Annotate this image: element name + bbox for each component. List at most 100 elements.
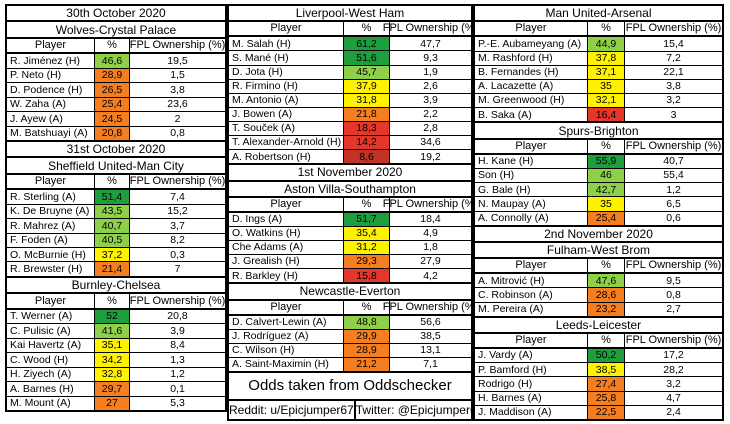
goal-probability-cell: 28,6: [587, 288, 624, 302]
player-name: Son (H): [478, 169, 515, 182]
ownership-column-header: FPL Ownership (%): [382, 197, 479, 211]
goal-probability-cell: 32,1: [587, 94, 624, 108]
ownership-cell: 8,4: [129, 338, 225, 353]
percent-column-header: %: [587, 139, 624, 153]
player-name: D. Calvert-Lewin (A): [232, 315, 327, 328]
player-name: T. Alexander-Arnold (H): [232, 136, 342, 149]
player-row: H. Barnes (A) 25,8 4,7: [475, 390, 722, 405]
ownership-cell: 1,3: [129, 353, 225, 367]
player-name: D. Ings (A): [232, 213, 283, 226]
ownership-cell: 3,8: [624, 79, 722, 94]
player-row: C. Wilson (H) 28,9 13,1: [229, 342, 471, 358]
player-row: R. Sterling (A) 51,4 7,4: [7, 190, 225, 204]
player-row: T. Alexander-Arnold (H) 14,2 34,6: [229, 135, 471, 150]
player-row: M. Mount (A) 27 5,3: [7, 395, 225, 411]
goal-probability-cell: 51,6: [343, 51, 389, 65]
player-row: M. Salah (H) 61,2 47,7: [229, 37, 471, 51]
player-name: C. Pulisic (A): [10, 324, 71, 337]
ownership-cell: 5,3: [129, 396, 225, 411]
ownership-cell: 8,2: [129, 233, 225, 248]
goal-probability-cell: 50,2: [587, 349, 624, 363]
player-name: P. Neto (H): [10, 69, 62, 82]
player-row: M. Antonio (A) 31,8 3,9: [229, 92, 471, 107]
ownership-cell: 0,8: [129, 126, 225, 140]
player-name: P. Bamford (H): [478, 363, 547, 376]
fixture-table: Player% FPL Ownership (%) D. Ings (A) 51,7 1…: [227, 195, 479, 285]
player-row: R. Firmino (H) 37,9 2,6: [229, 78, 471, 93]
ownership-cell: 34,6: [389, 136, 471, 150]
player-name: R. Sterling (A): [10, 190, 76, 203]
ownership-cell: 3,9: [129, 324, 225, 338]
ownership-cell: 3,2: [624, 94, 722, 108]
goal-probability-cell: 35,1: [94, 338, 129, 353]
ownership-column-header: FPL Ownership (%): [624, 259, 722, 273]
ownership-cell: 3,8: [129, 83, 225, 97]
goal-probability-cell: 31,8: [343, 93, 389, 107]
player-row: M. Greenwood (H) 32,1 3,2: [475, 93, 722, 108]
column-header-row: Player% FPL Ownership (%): [229, 197, 479, 213]
player-row: D. Podence (H) 26,5 3,8: [7, 82, 225, 97]
ownership-cell: 7,4: [129, 190, 225, 204]
player-row: M. Rashford (H) 37,8 7,2: [475, 50, 722, 65]
player-row: T. Werner (A) 52 20,8: [7, 309, 225, 324]
fixture-table: Player% FPL Ownership (%) D. Calvert-Lewin…: [227, 298, 478, 374]
goal-probability-cell: 29,9: [343, 329, 389, 343]
goal-probability-cell: 46,6: [94, 54, 129, 68]
goal-probability-cell: 35: [587, 79, 624, 94]
player-column-header: Player: [34, 294, 67, 307]
reddit-credit: Reddit: u/Epicjumper67: [229, 402, 354, 417]
ownership-cell: 40,7: [624, 154, 722, 168]
player-row: A. Robertson (H) 8,6 19,2: [229, 149, 471, 164]
ownership-cell: 55,4: [624, 168, 722, 183]
goal-probability-cell: 21,2: [343, 358, 389, 372]
ownership-cell: 3: [624, 108, 722, 122]
player-row: P. Bamford (H) 38,5 28,2: [475, 362, 722, 377]
fixture-table: Player% FPL Ownership (%) H. Kane (H) 55,9 4…: [473, 137, 724, 227]
goal-probability-cell: 48,8: [343, 315, 389, 329]
player-name: M. Salah (H): [232, 37, 291, 50]
player-name: O. McBurnie (H): [10, 248, 86, 261]
goal-probability-cell: 61,2: [343, 37, 389, 51]
goal-probability-cell: 55,9: [587, 154, 624, 168]
player-name: C. Wood (H): [10, 353, 69, 366]
player-column-header: Player: [270, 22, 302, 35]
player-name: W. Zaha (A): [10, 98, 67, 111]
goal-probability-cell: 43,5: [94, 204, 129, 219]
goal-probability-cell: 32,8: [94, 367, 129, 382]
player-row: H. Kane (H) 55,9 40,7: [475, 154, 722, 168]
ownership-column-header: FPL Ownership (%): [129, 294, 226, 308]
percent-column-header: %: [587, 333, 624, 348]
player-row: J. Grealish (H) 29,3 27,9: [229, 254, 471, 269]
player-name: A. Saint-Maximin (H): [232, 358, 329, 371]
goal-probability-cell: 40,5: [94, 233, 129, 248]
ownership-cell: 1,5: [129, 68, 225, 83]
goal-probability-cell: 47,6: [587, 274, 624, 288]
player-name: J. Bowen (A): [232, 108, 293, 121]
player-row: S. Mané (H) 51,6 9,3: [229, 50, 471, 65]
fixture-table: Player% FPL Ownership (%) M. Salah (H) 61,2…: [227, 20, 478, 166]
ownership-cell: 38,5: [389, 329, 471, 343]
player-column-header: Player: [34, 39, 67, 52]
player-name: B. Saka (A): [478, 108, 532, 121]
player-name: P.-E. Aubameyang (A): [478, 37, 582, 50]
player-name: R. Firmino (H): [232, 79, 298, 92]
goal-probability-cell: 46: [587, 168, 624, 183]
player-name: Rodrigo (H): [478, 377, 533, 390]
goal-probability-cell: 29,3: [343, 255, 389, 269]
goal-probability-cell: 52: [94, 309, 129, 324]
goal-probability-cell: 45,7: [343, 65, 389, 79]
match-header: Aston Villa-Southampton: [227, 179, 473, 198]
goal-probability-cell: 34,2: [94, 353, 129, 367]
ownership-cell: 47,7: [389, 37, 471, 51]
ownership-cell: 0,3: [129, 248, 225, 262]
goal-probability-cell: 21,4: [94, 262, 129, 276]
player-name: J. Rodríguez (A): [232, 330, 309, 343]
percent-column-header: %: [94, 38, 129, 53]
ownership-column-header: FPL Ownership (%): [129, 174, 226, 189]
ownership-cell: 1,9: [389, 65, 471, 79]
percent-column-header: %: [94, 294, 129, 308]
ownership-column-header: FPL Ownership (%): [129, 38, 226, 53]
ownership-cell: 0,1: [129, 382, 225, 396]
column-header-row: Player% FPL Ownership (%): [229, 300, 478, 316]
